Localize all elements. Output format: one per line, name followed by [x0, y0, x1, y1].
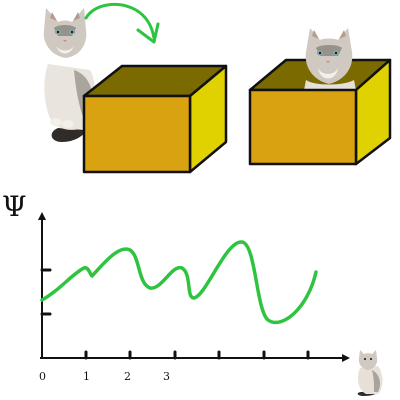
x-tick-label: 2	[124, 370, 131, 383]
x-tick-label: 3	[163, 370, 170, 383]
x-tick-label: 0	[39, 370, 46, 383]
box-right-front	[248, 58, 392, 166]
small-cat-icon	[357, 350, 383, 396]
wave-plot: Ψ 0 1 2 3	[2, 190, 350, 383]
curved-arrow-icon	[84, 2, 160, 44]
wave-function-curve	[40, 240, 318, 325]
cat-sitting-icon	[43, 8, 95, 142]
cat-in-box-icon	[304, 28, 356, 90]
y-axis-label: Ψ	[2, 190, 27, 223]
box-left	[82, 64, 228, 174]
x-tick-label: 1	[83, 370, 90, 383]
